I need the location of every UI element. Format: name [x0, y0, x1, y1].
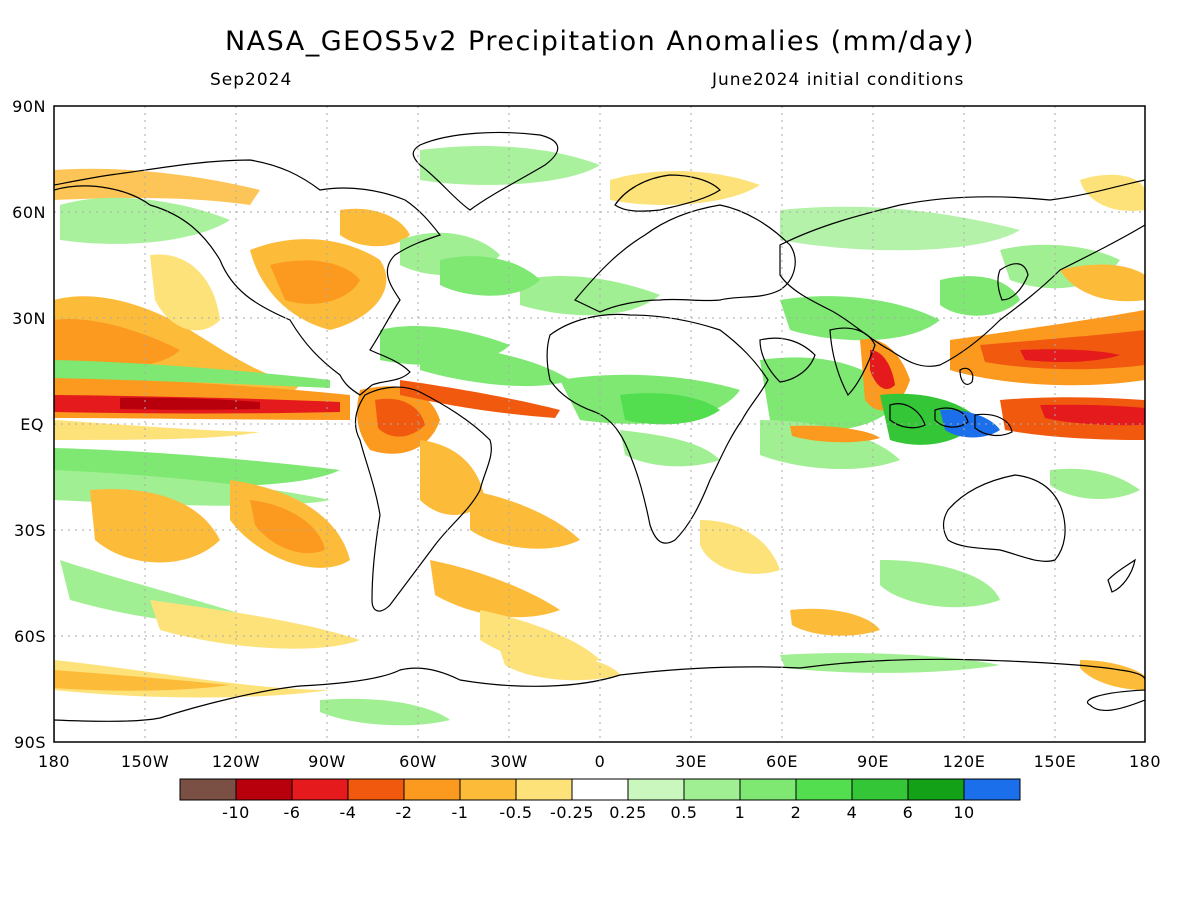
lon-label: 60W — [399, 752, 437, 771]
lon-label: 150E — [1034, 752, 1077, 771]
colorbar-swatch — [851, 778, 909, 801]
lon-label: 0 — [595, 752, 606, 771]
colorbar-tick-label: 6 — [903, 803, 914, 822]
colorbar-tick-label: -0.25 — [550, 803, 594, 822]
lat-label: 30N — [12, 309, 46, 328]
colorbar-tick-label: -4 — [340, 803, 357, 822]
colorbar-tick-label: -10 — [222, 803, 250, 822]
graticule — [54, 106, 1145, 742]
colorbar-swatch — [963, 778, 1021, 801]
lat-label: 90N — [12, 97, 46, 116]
colorbar-tick-label: 2 — [791, 803, 802, 822]
colorbar-tick-label: -0.5 — [499, 803, 532, 822]
lon-label: 120W — [212, 752, 260, 771]
colorbar-tick-label: 0.25 — [609, 803, 647, 822]
lat-label: 60S — [14, 627, 46, 646]
lat-label: 90S — [14, 733, 46, 752]
lon-label: 60E — [766, 752, 798, 771]
lat-label: 30S — [14, 521, 46, 540]
colorbar-swatch — [907, 778, 965, 801]
lat-label: 60N — [12, 203, 46, 222]
colorbar-swatch — [739, 778, 797, 801]
colorbar-swatch — [515, 778, 573, 801]
colorbar-swatch — [571, 778, 629, 801]
colorbar-labels: -10 -6 -4 -2 -1 -0.5 -0.25 0.25 0.5 1 2 4 6 10 — [222, 803, 974, 822]
lat-label: EQ — [20, 415, 44, 434]
colorbar-swatch — [291, 778, 349, 801]
colorbar-swatch — [683, 778, 741, 801]
lon-label: 90W — [308, 752, 346, 771]
colorbar-tick-label: -6 — [284, 803, 301, 822]
initial-conditions-label: June2024 initial conditions — [712, 70, 965, 90]
colorbar-swatch — [179, 778, 237, 801]
colorbar-tick-label: 1 — [735, 803, 746, 822]
anomaly-field — [54, 145, 1145, 726]
latitude-axis: 90N 60N 30N EQ 30S 60S 90S — [12, 97, 46, 752]
colorbar-swatch — [347, 778, 405, 801]
longitude-axis: 180 150W 120W 90W 60W 30W 0 30E 60E 90E … — [38, 752, 1161, 771]
colorbar-tick-label: -2 — [396, 803, 413, 822]
colorbar-tick-label: 4 — [847, 803, 858, 822]
colorbar-swatch — [235, 778, 293, 801]
colorbar-swatch — [627, 778, 685, 801]
colorbar-swatch — [795, 778, 853, 801]
lon-label: 30W — [490, 752, 528, 771]
lon-label: 120E — [943, 752, 986, 771]
colorbar-tick-label: 0.5 — [671, 803, 698, 822]
lon-label: 180 — [1129, 752, 1161, 771]
lon-label: 30E — [675, 752, 707, 771]
map-frame — [53, 105, 1146, 743]
colorbar — [179, 778, 1021, 801]
valid-month-label: Sep2024 — [210, 70, 293, 90]
map-title: NASA_GEOS5v2 Precipitation Anomalies (mm… — [224, 26, 976, 57]
colorbar-swatch — [403, 778, 461, 801]
colorbar-tick-label: 10 — [953, 803, 974, 822]
colorbar-swatch — [459, 778, 517, 801]
coastlines — [54, 131, 1145, 742]
colorbar-tick-label: -1 — [452, 803, 469, 822]
lon-label: 150W — [121, 752, 169, 771]
lon-label: 90E — [857, 752, 889, 771]
lon-label: 180 — [38, 752, 70, 771]
